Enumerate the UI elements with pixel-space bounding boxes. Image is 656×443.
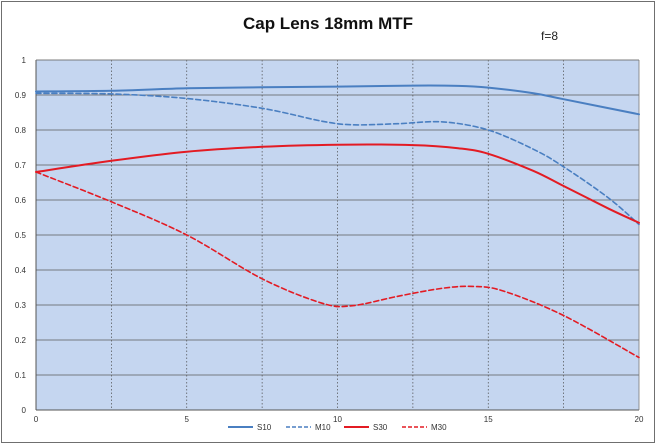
x-tick-label: 15 xyxy=(484,415,493,424)
legend-label-m10: M10 xyxy=(315,423,331,432)
x-tick-label: 5 xyxy=(185,415,190,424)
series-line-m30 xyxy=(35,171,640,359)
legend-label-m30: M30 xyxy=(431,423,447,432)
y-tick-label: 0.6 xyxy=(15,196,27,205)
y-tick-label: 0.5 xyxy=(15,231,27,240)
y-tick-label: 0 xyxy=(22,406,27,415)
tick-labels: 00.10.20.30.40.50.60.70.80.910 5 10 15 20 xyxy=(15,56,644,424)
y-tick-label: 0.2 xyxy=(15,336,27,345)
x-tick-label: 0 xyxy=(34,415,39,424)
series-line-s10 xyxy=(35,84,640,116)
series-line-m10 xyxy=(35,92,640,226)
y-tick-label: 0.7 xyxy=(15,161,27,170)
series-lines xyxy=(35,84,640,359)
y-tick-label: 0.3 xyxy=(15,301,27,310)
chart-title: Cap Lens 18mm MTF xyxy=(242,14,414,33)
x-tick-label: 20 xyxy=(635,415,644,424)
legend-label-s30: S30 xyxy=(373,423,388,432)
aperture-annotation: f=8 xyxy=(541,29,559,43)
y-tick-label: 0.4 xyxy=(15,266,27,275)
series-line-s30 xyxy=(35,143,640,224)
legend: S10 M10 S30 M30 xyxy=(228,423,447,432)
y-tick-label: 0.8 xyxy=(15,126,27,135)
y-tick-label: 0.1 xyxy=(15,371,27,380)
legend-label-s10: S10 xyxy=(257,423,272,432)
y-tick-label: 1 xyxy=(22,56,27,65)
x-tick-label: 10 xyxy=(333,415,342,424)
axes xyxy=(35,59,640,411)
y-tick-label: 0.9 xyxy=(15,91,27,100)
